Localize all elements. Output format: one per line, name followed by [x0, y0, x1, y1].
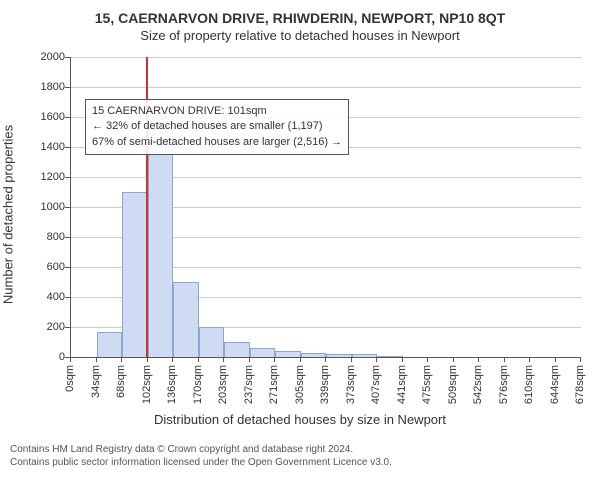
- footer-line-1: Contains HM Land Registry data © Crown c…: [10, 443, 590, 456]
- y-tick-label: 200: [5, 321, 65, 333]
- y-tick-label: 0: [5, 351, 65, 363]
- annotation-line-1: 15 CAERNARVON DRIVE: 101sqm: [92, 104, 342, 119]
- annotation-box: 15 CAERNARVON DRIVE: 101sqm ← 32% of det…: [85, 99, 349, 155]
- y-tick-label: 1000: [5, 201, 65, 213]
- chart-container: Number of detached properties 0200400600…: [0, 47, 600, 437]
- footer-attribution: Contains HM Land Registry data © Crown c…: [0, 437, 600, 469]
- histogram-bar: [352, 354, 378, 357]
- y-tick-label: 1200: [5, 171, 65, 183]
- y-tick-label: 1800: [5, 81, 65, 93]
- histogram-bar: [326, 354, 352, 357]
- y-tick-label: 1400: [5, 141, 65, 153]
- histogram-bar: [224, 342, 250, 357]
- histogram-bar: [199, 327, 225, 357]
- histogram-bar: [275, 351, 301, 357]
- y-tick-label: 800: [5, 231, 65, 243]
- y-tick-label: 2000: [5, 51, 65, 63]
- histogram-bar: [377, 356, 403, 358]
- histogram-bar: [97, 332, 123, 358]
- histogram-bar: [301, 353, 327, 358]
- annotation-line-3: 67% of semi-detached houses are larger (…: [92, 135, 342, 150]
- histogram-bar: [173, 282, 199, 357]
- y-tick-label: 600: [5, 261, 65, 273]
- y-tick-label: 1600: [5, 111, 65, 123]
- histogram-bar: [122, 192, 148, 357]
- y-tick-label: 400: [5, 291, 65, 303]
- chart-title-sub: Size of property relative to detached ho…: [0, 26, 600, 47]
- footer-line-2: Contains public sector information licen…: [10, 456, 590, 469]
- histogram-bar: [250, 348, 276, 357]
- annotation-line-2: ← 32% of detached houses are smaller (1,…: [92, 119, 342, 134]
- x-axis-title: Distribution of detached houses by size …: [0, 412, 600, 427]
- chart-title-main: 15, CAERNARVON DRIVE, RHIWDERIN, NEWPORT…: [0, 0, 600, 26]
